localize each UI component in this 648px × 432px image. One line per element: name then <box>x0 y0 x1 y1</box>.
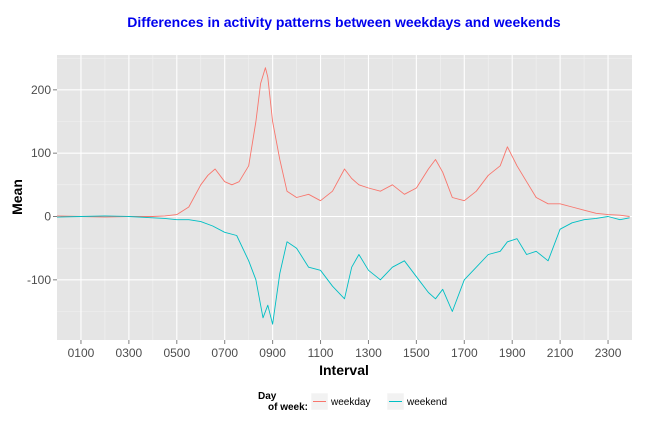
x-tick-label: 1300 <box>355 346 382 360</box>
legend-label-weekday: weekday <box>330 397 370 408</box>
y-tick-label: -100 <box>27 273 51 287</box>
x-tick-label: 0700 <box>211 346 238 360</box>
y-tick-label: 200 <box>31 83 51 97</box>
legend: Day of week: weekday weekend <box>258 391 447 413</box>
legend-title-line2: of week: <box>268 402 308 413</box>
x-tick-label: 2100 <box>547 346 574 360</box>
series-line-weekend <box>56 215 630 325</box>
major-gridlines <box>57 55 632 340</box>
y-axis-ticks: -100 0 100 200 <box>27 83 57 287</box>
legend-label-weekend: weekend <box>406 397 447 408</box>
y-tick-label: 0 <box>44 210 51 224</box>
x-tick-label: 2300 <box>595 346 622 360</box>
x-tick-label: 0300 <box>116 346 143 360</box>
x-tick-label: 1700 <box>451 346 478 360</box>
y-tick-label: 100 <box>31 146 51 160</box>
legend-title-line1: Day <box>258 391 277 402</box>
y-axis-title: Mean <box>9 179 25 215</box>
chart-title: Differences in activity patterns between… <box>127 14 561 30</box>
x-axis-ticks: 0100 0300 0500 0700 0900 1100 1300 1500 1700 1900… <box>68 340 622 360</box>
series-layer <box>56 67 630 325</box>
x-tick-label: 1900 <box>499 346 526 360</box>
x-tick-label: 0100 <box>68 346 95 360</box>
x-tick-label: 0900 <box>259 346 286 360</box>
x-tick-label: 1100 <box>308 346 334 360</box>
x-axis-title: Interval <box>319 362 369 378</box>
legend-items: weekday weekend <box>310 392 447 411</box>
x-tick-label: 0500 <box>163 346 190 360</box>
series-line-weekday <box>56 67 630 218</box>
x-tick-label: 1500 <box>403 346 430 360</box>
